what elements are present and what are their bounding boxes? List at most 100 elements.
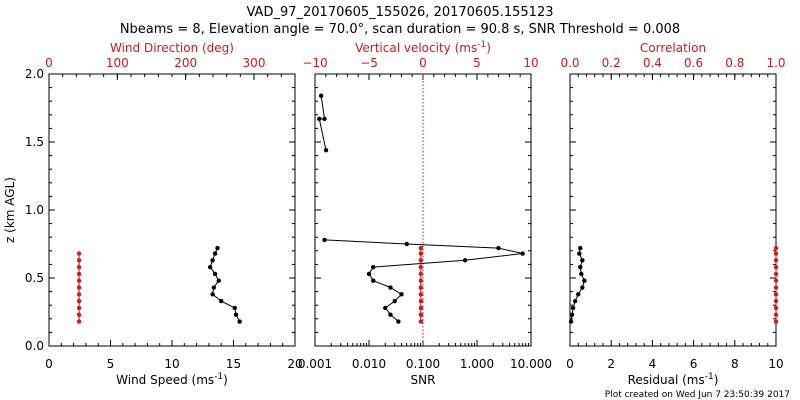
x-top-label-sup: -1 [477,40,486,50]
data-point-wind-speed [233,312,239,317]
data-point-wind-direction [76,292,82,297]
x-bottom-tick-label: 0 [566,357,574,371]
data-point-wind-direction [76,251,82,256]
series-line-snr [324,239,523,322]
x-bottom-label: SNR [411,373,436,387]
x-top-tick-label: 200 [174,56,197,70]
data-point-correlation [773,292,779,297]
data-point-vertical-velocity [418,312,424,317]
y-tick-label: 0.5 [25,271,44,285]
x-top-tick-label: 300 [243,56,266,70]
x-bottom-label-end: ) [714,373,719,387]
data-point-vertical-velocity [418,258,424,263]
x-top-tick-label: 0 [419,56,427,70]
data-point-vertical-velocity [418,278,424,283]
data-point-wind-direction [76,298,82,304]
footer-timestamp: Plot created on Wed Jun 7 23:50:39 2017 [605,390,790,400]
y-tick-label: 1.0 [25,203,44,217]
x-top-tick-label: 10 [523,56,538,70]
data-point-snr [322,237,327,243]
series-line-snr-upper [318,95,327,151]
data-point-correlation [773,298,779,304]
x-bottom-label: Wind Speed (ms-1) [116,372,228,387]
panel-residual: 0 2 4 6 8 10 0.0 0.2 0.4 0.6 0.8 1.0 Residual (ms-1)… [560,41,785,387]
x-top-label-text: Vertical velocity (ms [355,41,477,55]
data-point-correlation [773,258,779,263]
data-point-correlation [773,319,779,324]
x-top-tick-label: 0 [45,56,53,70]
series-line-wind-speed [209,247,241,322]
data-point-residual [577,251,582,256]
data-point-vertical-velocity [418,245,424,251]
x-top-tick-label: 0.8 [725,56,744,70]
x-bottom-tick-label: 15 [226,357,241,371]
x-bottom-tick-label: 5 [107,357,115,371]
x-bottom-tick-label: 0 [45,357,53,371]
data-point-correlation [773,285,779,290]
data-point-snr [371,264,376,270]
data-point-vertical-velocity [418,271,424,277]
data-point-wind-direction [76,278,82,283]
data-point-wind-direction [76,271,82,277]
x-bottom-tick-label: 6 [690,357,698,371]
data-point-wind-speed [216,278,221,283]
x-top-label-text: Correlation [640,41,706,55]
x-bottom-tick-label: 10.000 [510,357,552,371]
x-bottom-label-sup: -1 [705,372,714,382]
x-top-tick-label: 1.0 [766,56,785,70]
data-point-residual [568,319,574,324]
data-point-vertical-velocity [418,285,424,290]
data-point-snr [388,285,393,290]
data-point-wind-direction [76,312,82,317]
data-point-snr [520,251,525,256]
x-top-tick-label: 0.2 [602,56,621,70]
data-point-residual [580,285,585,290]
data-point-snr [462,258,468,263]
x-top-tick-label: −5 [360,56,378,70]
data-point-residual [579,271,584,277]
data-point-wind-speed [210,292,215,297]
data-point-residual [570,305,576,311]
data-point-snr [383,305,388,311]
data-point-wind-direction [76,305,82,311]
x-top-tick-label: −10 [302,56,327,70]
x-top-label-text: Wind Direction (deg) [110,41,234,55]
data-point-snr [371,278,376,283]
data-point-wind-speed [210,258,215,263]
data-point-residual [576,292,581,297]
data-point-wind-speed [237,319,242,324]
data-point-residual [578,264,583,270]
data-point-correlation [773,245,779,251]
data-point-wind-direction [76,285,82,290]
data-point-residual [572,298,578,304]
plot-area: 0.00.51.01.52.0z (km AGL)0 5 10 15 200 100 200… [3,40,786,387]
data-point-vertical-velocity [418,298,424,304]
x-bottom-label-text: SNR [411,373,436,387]
panel-snr: 0.001 0.010 0.100 1.000 10.000 −10 −5 0 5 10 SNR Ve… [298,40,552,387]
data-point-residual [580,258,585,263]
x-bottom-label-text: Residual (ms [628,373,705,387]
x-bottom-tick-label: 20 [287,357,302,371]
data-point-wind-speed [232,305,237,311]
data-point-wind-speed [212,271,218,277]
data-point-vertical-velocity [418,264,424,270]
x-top-label: Correlation [640,41,706,55]
x-bottom-tick-label: 0.010 [352,357,386,371]
data-point-snr [392,298,397,304]
data-point-snr [399,292,404,297]
x-bottom-label-text: Wind Speed (ms [116,373,214,387]
data-point-wind-direction [76,319,82,324]
data-point-snr [366,271,372,277]
y-tick-label: 0.0 [25,339,44,353]
data-point-wind-speed [212,251,218,256]
data-point-vertical-velocity [418,292,424,297]
data-point-vertical-velocity [418,305,424,311]
x-bottom-tick-label: 0.100 [406,357,440,371]
x-bottom-tick-label: 4 [649,357,657,371]
data-point-correlation [773,251,779,256]
x-bottom-label-end: ) [223,373,228,387]
data-point-wind-speed [207,264,213,270]
y-tick-label: 2.0 [25,67,44,81]
title-line-1: VAD_97_20170605_155026, 20170605.155123 [247,5,554,20]
plot-frame [48,73,296,347]
